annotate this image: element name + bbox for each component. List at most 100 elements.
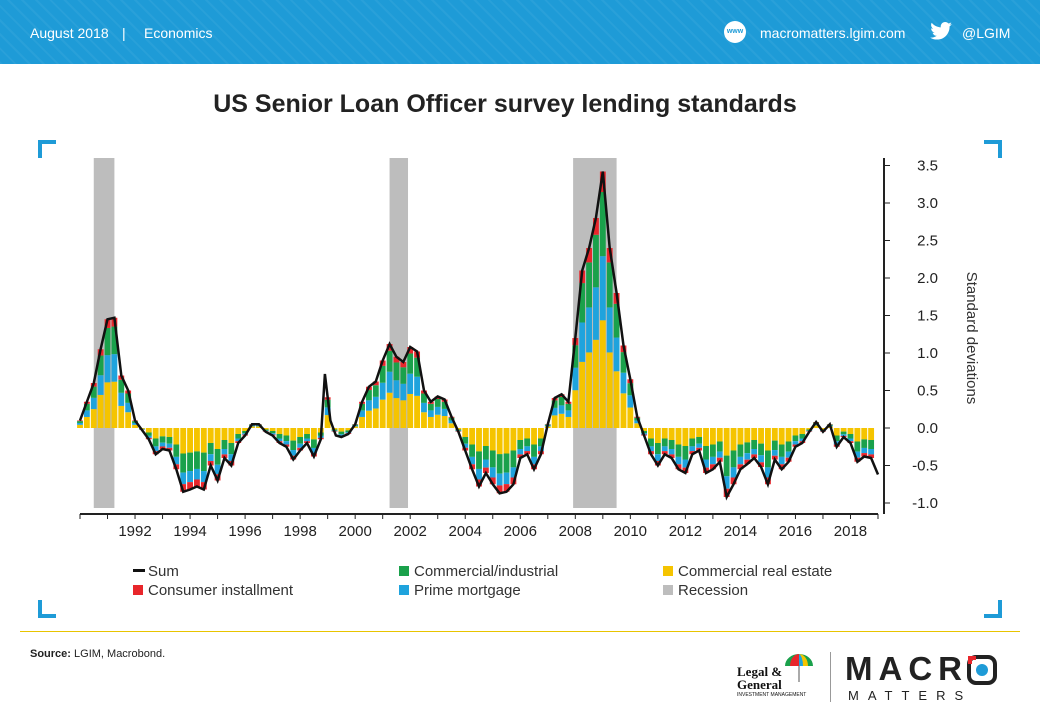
- bar-segment: [359, 403, 365, 411]
- bar-segment: [820, 428, 826, 430]
- bar-segment: [90, 409, 97, 428]
- bar-segment: [627, 407, 634, 428]
- legend-sum-swatch: [133, 569, 145, 572]
- bar-segment: [737, 444, 744, 457]
- header-website-link[interactable]: macromatters.lgim.com: [760, 25, 906, 41]
- bar-segment: [675, 456, 682, 465]
- bar-segment: [723, 428, 730, 456]
- legal-general-logo: Legal & General INVESTMENT MANAGEMENT: [735, 652, 817, 702]
- bar-segment: [840, 434, 847, 436]
- bar-segment: [496, 428, 503, 455]
- bar-segment: [868, 428, 875, 440]
- x-tick-label: 2002: [394, 523, 427, 540]
- bar-segment: [682, 459, 689, 468]
- bar-segment: [366, 410, 372, 428]
- bar-segment: [145, 428, 152, 433]
- bar-segment: [565, 410, 572, 417]
- bar-segment: [737, 464, 744, 470]
- bar-segment: [77, 422, 83, 425]
- bar-segment: [682, 446, 689, 460]
- bar-segment: [462, 437, 469, 444]
- bar-segment: [799, 434, 806, 439]
- bar-segment: [118, 379, 125, 393]
- bar-segment: [847, 438, 854, 442]
- bar-segment: [709, 428, 716, 445]
- bar-segment: [648, 428, 654, 439]
- bar-segment: [235, 428, 242, 434]
- bar-segment: [118, 392, 125, 406]
- bar-segment: [283, 435, 290, 442]
- bar-segment: [599, 192, 606, 257]
- bar-segment: [214, 449, 221, 465]
- bar-segment: [310, 439, 317, 448]
- bar-segment: [716, 451, 723, 458]
- bar-segment: [290, 450, 297, 456]
- bar-segment: [503, 453, 510, 473]
- lg-logo-line1: Legal &: [737, 664, 783, 679]
- bar-segment: [125, 402, 132, 413]
- bar-segment: [111, 326, 118, 355]
- bar-segment: [716, 441, 723, 452]
- bar-segment: [593, 287, 599, 340]
- bar-segment: [744, 428, 751, 443]
- bar-segment: [441, 408, 448, 417]
- bar-segment: [83, 416, 90, 428]
- web-icon: www: [724, 21, 746, 43]
- legend-ci-label: Commercial/industrial: [414, 563, 559, 580]
- bar-segment: [152, 438, 159, 447]
- legend-cre-label: Commercial real estate: [678, 563, 833, 580]
- bar-segment: [558, 396, 565, 406]
- bar-segment: [400, 362, 407, 368]
- bar-segment: [366, 390, 372, 401]
- bar-segment: [249, 426, 255, 428]
- bar-segment: [345, 428, 352, 431]
- bar-segment: [235, 438, 242, 442]
- bar-segment: [393, 356, 400, 363]
- legend-recession-swatch: [663, 585, 673, 595]
- bar-segment: [675, 444, 682, 457]
- bar-segment: [551, 415, 558, 428]
- bar-segment: [634, 423, 641, 428]
- bar-segment: [77, 421, 83, 423]
- x-tick-label: 1998: [283, 523, 316, 540]
- bar-segment: [496, 485, 503, 494]
- x-tick-label: 2016: [779, 523, 812, 540]
- bar-segment: [111, 354, 118, 382]
- bar-segment: [524, 446, 531, 452]
- bar-segment: [372, 385, 379, 397]
- header-twitter-handle[interactable]: @LGIM: [962, 25, 1011, 41]
- source-text: LGIM, Macrobond.: [70, 648, 166, 660]
- legend-commercial-industrial: Commercial/industrial: [399, 563, 558, 580]
- header-category[interactable]: Economics: [144, 25, 213, 41]
- bar-segment: [833, 435, 840, 442]
- brand-macro-text: MACR: [845, 650, 968, 687]
- bar-segment: [469, 456, 476, 465]
- bar-segment: [469, 428, 476, 445]
- bar-segment: [751, 449, 758, 455]
- bar-segment: [77, 420, 83, 422]
- bar-segment: [668, 449, 675, 455]
- bar-segment: [689, 428, 696, 439]
- bar-segment: [324, 415, 331, 428]
- y-tick-label: 1.0: [917, 345, 938, 362]
- bar-segment: [379, 382, 386, 400]
- y-tick-label: 3.0: [917, 195, 938, 212]
- x-tick-label: 1994: [173, 523, 206, 540]
- bar-segment: [510, 428, 517, 451]
- bar-segment: [524, 438, 531, 447]
- bar-segment: [352, 426, 359, 428]
- bar-segment: [785, 441, 792, 452]
- bar-segment: [675, 428, 682, 445]
- corner-bracket-top-right: [984, 140, 1002, 158]
- bar-segment: [661, 428, 668, 439]
- bar-segment: [613, 337, 620, 372]
- bar-segment: [730, 450, 737, 468]
- bar-segment: [372, 396, 379, 409]
- bar-segment: [579, 322, 586, 362]
- bar-segment: [194, 451, 200, 469]
- twitter-icon[interactable]: [930, 22, 952, 40]
- recession-band-1: [389, 158, 409, 508]
- bar-segment: [118, 405, 125, 428]
- bar-segment: [476, 468, 482, 480]
- bar-segment: [744, 442, 751, 454]
